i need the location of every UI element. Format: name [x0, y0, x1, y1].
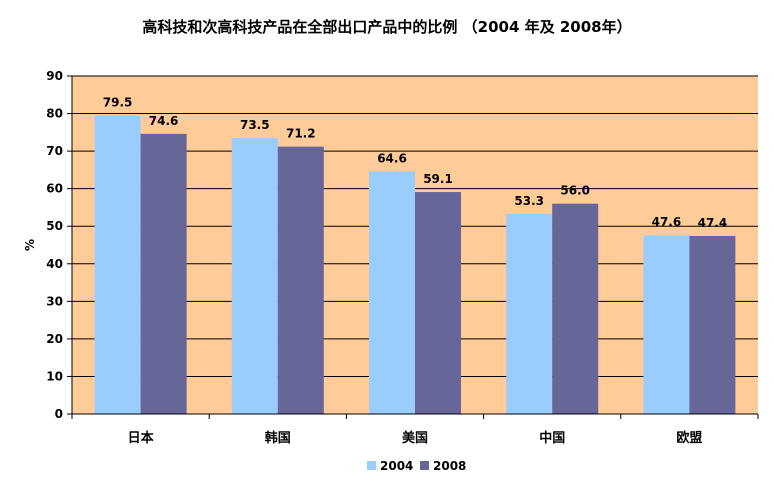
y-tick-label: 10 — [46, 369, 63, 383]
x-category-label: 中国 — [539, 430, 565, 446]
legend-label: 2004 — [380, 459, 413, 473]
y-tick-label: 0 — [55, 407, 63, 421]
bar-2004 — [231, 137, 278, 414]
bar-2004 — [94, 115, 141, 414]
bar-2008 — [415, 192, 461, 414]
y-tick-label: 20 — [46, 332, 63, 346]
bar-2004 — [506, 213, 553, 414]
bar-2004 — [369, 171, 415, 414]
x-category-label: 美国 — [402, 430, 428, 446]
data-label: 47.4 — [698, 216, 728, 230]
legend-swatch — [420, 461, 429, 470]
data-label: 56.0 — [560, 184, 590, 198]
y-tick-label: 80 — [46, 107, 63, 121]
axes: 0 10 20 30 40 50 60 70 80 90 日本 韩国 美国 中国 欧盟 — [46, 69, 759, 446]
data-label: 47.6 — [652, 215, 682, 229]
bar-2004 — [643, 235, 690, 414]
y-tick-label: 30 — [46, 294, 63, 308]
y-tick-label: 90 — [46, 69, 63, 83]
x-category-label: 日本 — [128, 430, 154, 446]
bars — [94, 115, 736, 415]
bar-2008 — [140, 133, 187, 414]
data-label: 64.6 — [377, 151, 407, 165]
y-tick-label: 60 — [46, 182, 63, 196]
y-tick-label: 50 — [46, 219, 63, 233]
x-category-label: 韩国 — [265, 430, 291, 446]
bar-2008 — [552, 203, 599, 414]
data-label: 79.5 — [103, 95, 133, 109]
legend-swatch — [367, 461, 376, 470]
data-labels: 79.5 74.6 73.5 71.2 64.6 59.1 53.3 56.0 47.6 47.4 — [103, 95, 727, 230]
data-label: 59.1 — [423, 172, 453, 186]
bar-2008 — [277, 146, 324, 415]
y-tick-label: 40 — [46, 257, 63, 271]
x-category-label: 欧盟 — [676, 430, 702, 446]
y-axis-label: % — [23, 239, 37, 251]
chart-title: 高科技和次高科技产品在全部出口产品中的比例 （2004 年及 2008年） — [142, 18, 631, 36]
data-label: 73.5 — [240, 118, 270, 132]
data-label: 71.2 — [286, 127, 316, 141]
bar-2008 — [689, 235, 736, 414]
legend-label: 2008 — [433, 459, 466, 473]
y-tick-label: 70 — [46, 144, 63, 158]
legend: 2004 2008 — [367, 459, 466, 473]
data-label: 53.3 — [514, 194, 544, 208]
data-label: 74.6 — [149, 114, 179, 128]
